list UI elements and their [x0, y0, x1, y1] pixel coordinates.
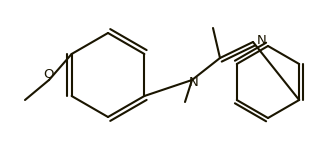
- Text: N: N: [257, 35, 267, 48]
- Text: O: O: [44, 68, 54, 81]
- Text: N: N: [189, 77, 199, 89]
